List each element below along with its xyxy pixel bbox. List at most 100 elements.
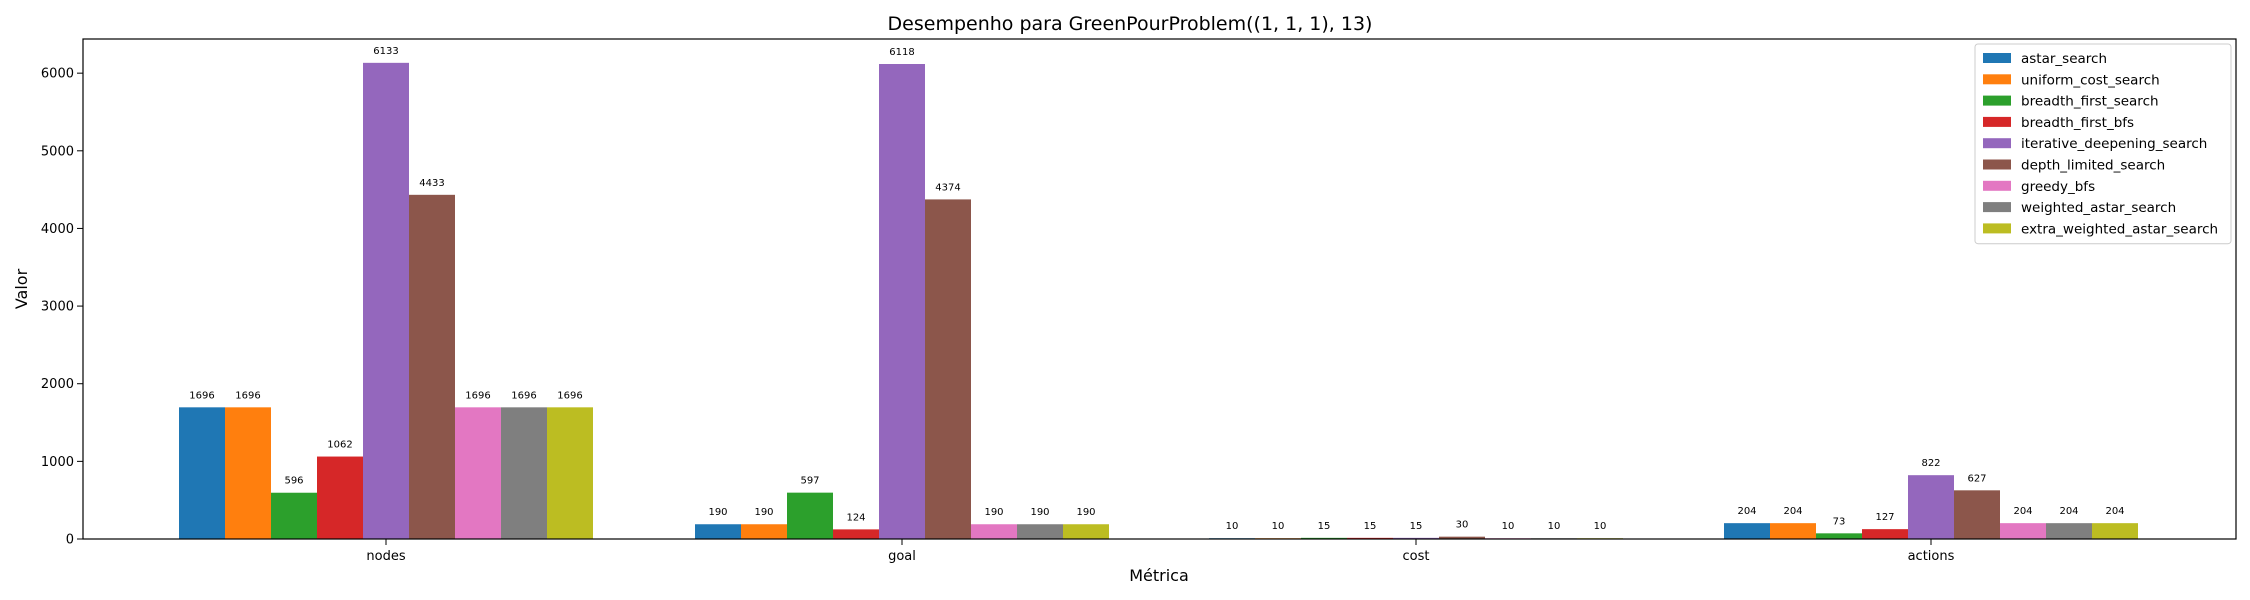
legend-label: greedy_bfs — [2021, 179, 2095, 195]
bar-value-label: 10 — [1594, 521, 1607, 532]
bar-value-label: 1696 — [511, 390, 536, 401]
bar — [317, 456, 363, 539]
y-tick-label: 1000 — [41, 455, 74, 470]
x-tick-label: goal — [888, 549, 916, 564]
bar — [409, 194, 455, 539]
bar — [363, 62, 409, 540]
bar-value-label: 627 — [1967, 473, 1986, 484]
bar-value-label: 4433 — [419, 178, 444, 189]
x-tick-label: cost — [1403, 549, 1430, 564]
bar — [225, 407, 271, 539]
y-tick-label: 3000 — [41, 300, 74, 315]
bar-value-label: 6118 — [889, 47, 914, 58]
bar-value-label: 190 — [1076, 507, 1095, 518]
bar-value-label: 190 — [984, 507, 1003, 518]
bar — [2000, 523, 2046, 539]
legend-swatch — [1983, 159, 2011, 170]
bar-value-label: 204 — [2013, 506, 2032, 517]
chart-title: Desempenho para GreenPourProblem((1, 1, … — [888, 13, 1373, 35]
bar-value-label: 204 — [1737, 506, 1756, 517]
plot-frame — [82, 38, 2237, 540]
bar — [833, 529, 879, 539]
y-tick-label: 2000 — [41, 377, 74, 392]
bar-value-label: 30 — [1456, 520, 1469, 531]
legend-label: weighted_astar_search — [2021, 200, 2176, 216]
plot-area: 0 1000 2000 3000 4000 5000 6000 1696 190 10 204 169… — [41, 46, 2138, 564]
bar-value-label: 127 — [1875, 512, 1894, 523]
x-tick-label: nodes — [366, 549, 405, 564]
bar — [1063, 524, 1109, 539]
legend-label: breadth_first_search — [2021, 94, 2159, 110]
bar-value-label: 10 — [1272, 521, 1285, 532]
y-tick-label: 0 — [66, 533, 74, 548]
bar — [787, 492, 833, 539]
legend-swatch — [1983, 53, 2011, 63]
legend-label: iterative_deepening_search — [2021, 136, 2207, 152]
bar — [179, 407, 225, 539]
bar-value-label: 204 — [2059, 506, 2078, 517]
legend-box — [1974, 43, 2232, 245]
legend-label: depth_limited_search — [2021, 158, 2165, 174]
legend-swatch — [1983, 138, 2011, 149]
bar — [455, 407, 501, 539]
legend-swatch — [1983, 180, 2011, 191]
bar — [1908, 475, 1954, 539]
bar-value-label: 190 — [708, 507, 727, 518]
legend-swatch — [1983, 223, 2011, 234]
bar — [741, 524, 787, 539]
bar-value-label: 124 — [846, 512, 865, 523]
bar-value-label: 6133 — [373, 46, 398, 57]
bar — [2092, 523, 2138, 539]
bar — [2046, 523, 2092, 539]
bar-value-label: 1696 — [557, 390, 582, 401]
x-axis-title: Métrica — [1129, 566, 1189, 585]
bar — [1724, 523, 1770, 539]
bar — [879, 64, 925, 539]
bar-value-label: 597 — [800, 476, 819, 487]
legend-swatch — [1983, 116, 2011, 127]
legend-label: breadth_first_bfs — [2021, 115, 2134, 131]
bar-value-label: 10 — [1502, 521, 1515, 532]
bar-value-label: 15 — [1318, 521, 1331, 532]
bar-value-label: 190 — [754, 507, 773, 518]
bar — [925, 199, 971, 539]
legend-label: uniform_cost_search — [2021, 72, 2160, 88]
legend-swatch — [1983, 95, 2011, 106]
bar-value-label: 15 — [1410, 521, 1423, 532]
bar-value-label: 1696 — [235, 390, 260, 401]
bar-value-label: 10 — [1226, 521, 1239, 532]
legend-label: extra_weighted_astar_search — [2021, 221, 2218, 237]
bar-value-label: 73 — [1833, 516, 1846, 527]
bar-value-label: 596 — [284, 476, 303, 487]
bar — [1439, 536, 1485, 539]
bar — [695, 524, 741, 539]
bar-value-label: 1062 — [327, 440, 352, 451]
legend: astar_search uniform_cost_search breadth_f… — [1974, 43, 2232, 245]
bar-value-label: 822 — [1921, 458, 1940, 469]
y-axis-title: Valor — [12, 268, 31, 309]
bar-value-label: 1696 — [465, 390, 490, 401]
y-tick-label: 6000 — [41, 67, 74, 82]
bar — [1770, 523, 1816, 539]
bar — [1954, 490, 2000, 539]
bar-value-label: 204 — [2105, 506, 2124, 517]
bar — [1862, 529, 1908, 539]
y-tick-label: 5000 — [41, 144, 74, 159]
bar-value-label: 204 — [1783, 506, 1802, 517]
legend-swatch — [1983, 202, 2011, 213]
legend-swatch — [1983, 74, 2011, 85]
y-tick-label: 4000 — [41, 222, 74, 237]
bar-value-label: 15 — [1364, 521, 1377, 532]
bar — [1017, 524, 1063, 539]
bar — [971, 524, 1017, 539]
bar — [547, 407, 593, 539]
bar-value-label: 4374 — [935, 182, 960, 193]
bar-value-label: 190 — [1030, 507, 1049, 518]
bar-value-label: 10 — [1548, 521, 1561, 532]
bar — [501, 407, 547, 539]
bar — [271, 492, 317, 539]
bar-value-label: 1696 — [189, 390, 214, 401]
x-tick-label: actions — [1908, 549, 1955, 564]
bar — [1816, 533, 1862, 539]
